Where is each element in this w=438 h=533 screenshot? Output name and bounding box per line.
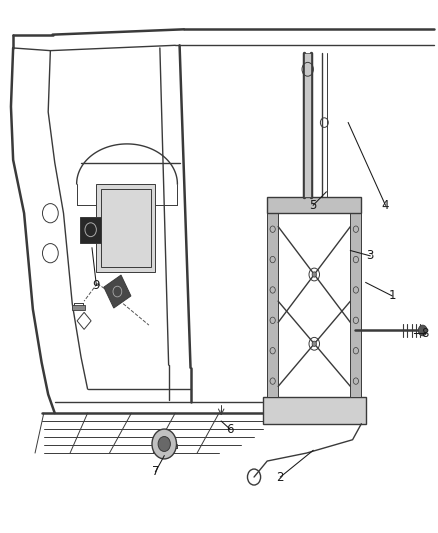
Bar xyxy=(72,305,85,310)
Bar xyxy=(304,53,311,197)
Text: 8: 8 xyxy=(421,327,428,340)
Text: 9: 9 xyxy=(92,279,100,292)
Text: 1: 1 xyxy=(388,289,396,302)
Text: 3: 3 xyxy=(367,249,374,262)
Text: 2: 2 xyxy=(276,471,284,483)
Bar xyxy=(350,213,361,397)
Circle shape xyxy=(312,341,316,346)
Bar xyxy=(263,397,366,424)
Text: 7: 7 xyxy=(152,465,159,478)
Circle shape xyxy=(418,325,427,336)
Polygon shape xyxy=(104,275,131,308)
Text: 4: 4 xyxy=(381,199,389,212)
Bar xyxy=(267,213,278,397)
Text: 6: 6 xyxy=(226,423,234,435)
Circle shape xyxy=(152,429,177,459)
Bar xyxy=(101,189,151,266)
Bar xyxy=(96,184,155,272)
Bar xyxy=(80,217,101,243)
Text: 5: 5 xyxy=(310,199,317,212)
Circle shape xyxy=(158,437,170,451)
Circle shape xyxy=(312,272,316,277)
Bar xyxy=(267,197,361,213)
